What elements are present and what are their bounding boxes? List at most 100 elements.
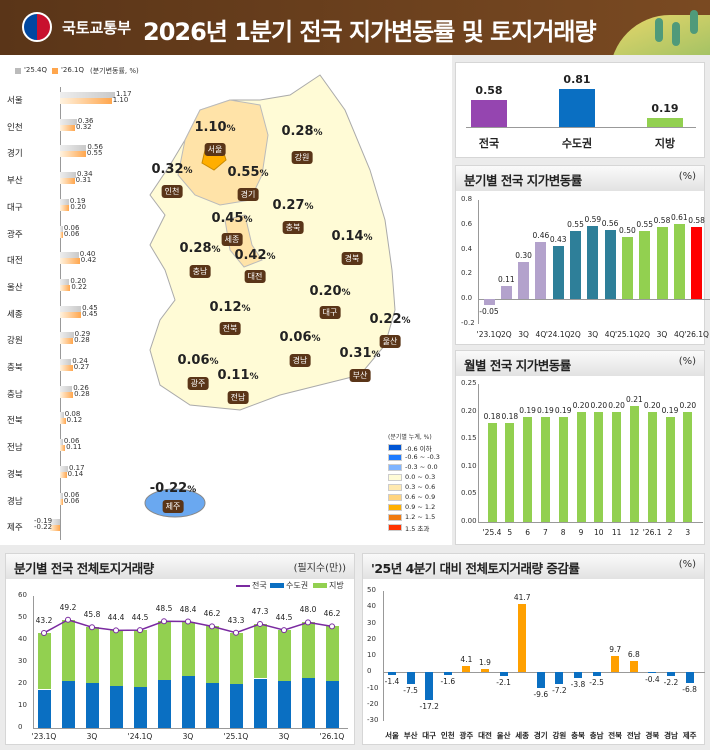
data-label: -2.5 [589, 678, 604, 688]
region-value-curr: 0.55 [86, 149, 103, 158]
regional-bar [109, 630, 123, 687]
legend-label: 수도권 [286, 581, 309, 590]
region-bar-curr [60, 98, 112, 104]
region-name: 충남 [7, 389, 23, 400]
y-axis [478, 200, 479, 324]
chart-bar [611, 656, 620, 673]
x-tick-label: 4Q [673, 330, 685, 339]
data-label: -1.4 [384, 676, 400, 686]
summary-value: 0.58 [475, 83, 503, 97]
data-label: 0.55 [636, 220, 654, 229]
y-tick-label: -10 [367, 683, 379, 692]
region-bar-prev [60, 92, 115, 98]
legend-unit: (분기변동률, %) [90, 67, 139, 75]
region-bar-curr [60, 311, 82, 318]
header-banner: 국토교통부 2026년 1분기 전국 지가변동률 및 토지거래량 [0, 0, 710, 55]
region-value-curr: 0.28 [74, 389, 90, 398]
x-tick-label: 충남 [589, 731, 604, 740]
map-legend-label: -0.3 ~ 0.0 [405, 463, 438, 471]
region-bar-curr [60, 418, 66, 425]
map-region-value: 0.06% [177, 353, 219, 368]
region-value-curr: 0.28 [74, 336, 90, 345]
x-tick-label: 전북 [608, 731, 623, 740]
x-tick-label: 3Q [182, 732, 194, 741]
region-value-prev: -0.19 [34, 517, 53, 526]
data-label: 4.1 [460, 654, 473, 664]
map-region-label: 충남 [189, 265, 211, 278]
chart-bar [647, 411, 657, 522]
region-bar-curr [60, 178, 75, 185]
x-tick-label: 2Q [639, 330, 651, 339]
percent-sign: % [313, 128, 323, 138]
chart-bar [629, 661, 638, 673]
y-tick-label: 0.25 [461, 379, 477, 387]
y-tick-label: 50 [367, 586, 376, 594]
region-value-prev: 0.24 [72, 357, 88, 365]
region-bar-curr [60, 365, 73, 371]
y-tick-label: 0.6 [461, 219, 473, 228]
region-value-curr: 0.20 [70, 202, 86, 211]
region-bar-prev [60, 359, 72, 365]
chart-bar [535, 242, 547, 300]
x-tick-label: 부산 [403, 731, 418, 740]
y-tick-label: 0.00 [461, 517, 477, 525]
data-label: 0.20 [643, 400, 661, 410]
data-label: -0.05 [479, 307, 499, 317]
data-label: 9.7 [609, 645, 622, 655]
region-value-prev: 0.56 [87, 143, 103, 152]
y-axis [33, 596, 34, 728]
region-bar-curr [60, 204, 70, 211]
chart-unit: (%) [678, 171, 696, 182]
map-region-label: 인천 [161, 185, 183, 198]
total-point [305, 619, 311, 626]
region-bar-curr [60, 231, 63, 238]
data-label: 0.18 [483, 411, 501, 421]
y-tick-label: 40 [18, 635, 27, 643]
chart-bar [388, 672, 396, 675]
map-region-label: 충북 [282, 221, 304, 234]
chart-bar [639, 231, 651, 300]
y-tick-label: 10 [367, 651, 376, 659]
y-tick-label: 0.0 [461, 294, 473, 303]
map-legend-label: 0.9 ~ 1.2 [405, 503, 436, 511]
data-label: -9.6 [533, 689, 549, 699]
map-legend-swatch [388, 454, 402, 461]
x-tick-label: '25.1Q [223, 732, 249, 741]
x-axis-line [478, 299, 710, 301]
x-tick-label: 서울 [385, 731, 399, 740]
region-name: 강원 [7, 336, 23, 347]
capital-bar [181, 676, 195, 728]
percent-sign: % [259, 169, 269, 179]
y-tick-label: 0 [18, 723, 23, 731]
map-region-label: 대전 [244, 270, 266, 283]
region-bar-prev [60, 118, 77, 125]
data-label: 0.19 [537, 406, 554, 416]
x-tick-label: '23.1Q [476, 330, 502, 339]
region-bar-curr [60, 284, 71, 291]
data-label: 0.50 [619, 226, 636, 236]
region-value-prev: 0.45 [82, 303, 98, 312]
map-legend-label: -0.6 ~ -0.3 [405, 453, 440, 461]
percent-sign: % [371, 350, 381, 360]
region-bar-prev [60, 172, 76, 179]
data-label: 0.61 [670, 212, 688, 222]
region-name: 세종 [7, 309, 23, 320]
percent-sign: % [266, 252, 276, 262]
data-label: -2.2 [663, 677, 679, 687]
x-tick-label: 5 [507, 528, 513, 537]
legend-line-icon [236, 585, 250, 587]
data-label: -3.8 [570, 680, 586, 690]
chart-bar [536, 672, 545, 688]
total-label: 44.5 [275, 613, 293, 623]
y-axis [478, 384, 479, 522]
data-label: 0.19 [519, 406, 536, 416]
chart-bar [594, 411, 604, 522]
region-bar-curr [60, 258, 80, 265]
data-label: -2.1 [496, 677, 511, 687]
region-bar-prev [60, 198, 69, 205]
summary-value: 0.81 [563, 72, 591, 86]
map-legend-label: 0.6 ~ 0.9 [405, 493, 436, 501]
map-region-label: 전남 [227, 391, 249, 404]
quarterly-rate-chart: 분기별 전국 지가변동률 (%) 0.8 0.6 0.4 0.2 0.0 -0.2 -0.0… [455, 165, 710, 345]
chart-bar [629, 406, 639, 522]
